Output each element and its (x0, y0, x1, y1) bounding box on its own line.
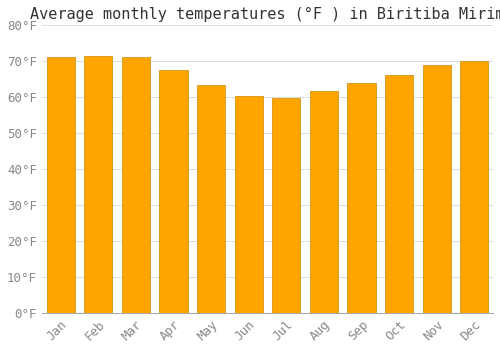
Bar (160, 70, 188, 313)
Bar (385, 75, 413, 313)
Bar (122, 57, 150, 313)
Bar (460, 61, 488, 313)
Bar (234, 96, 262, 313)
Bar (84, 56, 112, 313)
Bar (310, 91, 338, 313)
Bar (422, 64, 451, 313)
Bar (197, 85, 225, 313)
Bar (46, 57, 74, 313)
Title: Average monthly temperatures (°F ) in Biritiba Mirim: Average monthly temperatures (°F ) in Bi… (30, 7, 500, 22)
Bar (272, 98, 300, 313)
Bar (348, 83, 376, 313)
